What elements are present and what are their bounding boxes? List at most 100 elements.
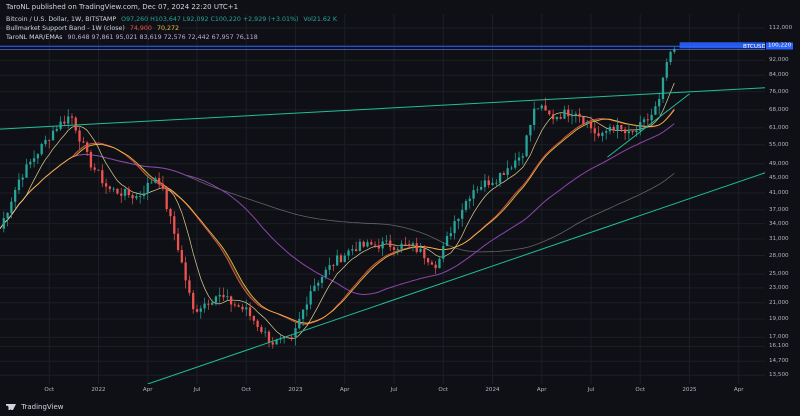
candle-body — [89, 151, 93, 168]
price-tick-label: 34,000 — [769, 220, 789, 227]
legend-indicator2-row[interactable]: TaroNL MAR/EMAs 90,648 97,861 95,021 83,… — [6, 34, 261, 42]
price-tick-label: 45,000 — [769, 174, 789, 181]
legend-symbol-row: Bitcoin / U.S. Dollar, 1W, BITSTAMP O97,… — [6, 16, 340, 24]
candle-body — [104, 183, 108, 187]
candle-body — [612, 126, 615, 131]
candle-body — [358, 241, 362, 251]
time-tick-label: Oct — [44, 387, 55, 393]
candle-body — [116, 188, 119, 194]
candle-body — [495, 182, 498, 184]
ema-fast-line — [0, 82, 675, 339]
candle-body — [658, 99, 661, 107]
tradingview-logo-icon — [6, 404, 16, 410]
publish-header: TaroNL published on TradingView.com, Dec… — [0, 0, 800, 14]
candle-body — [70, 116, 74, 118]
candle-body — [184, 262, 187, 281]
candle-body — [309, 291, 312, 305]
candle-body — [63, 121, 66, 124]
candle-body — [449, 233, 452, 237]
time-axis[interactable]: Oct 2022 Apr Jul Oct 2023 Apr Jul Oct 2024 Apr Jul O… — [0, 384, 765, 398]
candle-body — [146, 182, 149, 194]
price-tick-label: 16,100 — [769, 343, 789, 350]
price-tick-label: 31,000 — [769, 235, 789, 242]
candle-body — [525, 135, 528, 157]
candle-body — [354, 249, 358, 251]
ma-purple-line — [0, 123, 675, 296]
trendline-3 — [607, 93, 690, 158]
candle-body — [351, 249, 354, 251]
candle-body — [582, 116, 585, 124]
candle-body — [82, 141, 85, 143]
candle-body — [521, 156, 524, 158]
candle-body — [498, 173, 502, 183]
candle-body — [135, 196, 138, 199]
symbol-tag: BTCUSD — [743, 44, 765, 50]
candle-body — [294, 328, 297, 338]
candle-body — [453, 221, 456, 234]
ma-200-line — [0, 153, 675, 253]
candle-body — [214, 296, 218, 303]
candle-body — [10, 201, 13, 213]
candle-body — [139, 196, 142, 197]
symbol-tag-bg — [679, 42, 765, 49]
candle-body — [567, 109, 570, 117]
price-tick-label: 23,000 — [769, 284, 789, 291]
time-tick-label: Apr — [733, 387, 744, 393]
price-tick-label: 112,000 — [769, 25, 793, 32]
candle-body — [661, 77, 665, 100]
candle-body — [275, 339, 278, 345]
candle-body — [411, 243, 415, 245]
price-tick-label: 76,000 — [769, 88, 789, 95]
candle-body — [211, 302, 214, 305]
candle-body — [78, 130, 81, 142]
candle-body — [264, 331, 267, 333]
candle-body — [17, 179, 21, 190]
candle-body — [21, 177, 24, 180]
legend-indicator2-name: TaroNL MAR/EMAs — [6, 34, 63, 41]
time-tick-label: Apr — [536, 387, 547, 393]
candle-body — [290, 337, 293, 339]
candle-body — [271, 342, 274, 345]
candle-body — [578, 113, 581, 117]
candle-body — [112, 188, 115, 190]
price-axis[interactable]: 112,000100,00092,00084,00076,00068,00061… — [765, 14, 800, 384]
time-tick-label: Apr — [142, 387, 153, 393]
candle-body — [445, 236, 449, 247]
candle-body — [298, 318, 301, 329]
candle-body — [479, 187, 483, 190]
legend-indicator1-row[interactable]: Bullmarket Support Band - 1W (close) 74,… — [6, 25, 182, 33]
candle-body — [461, 209, 464, 219]
candle-body — [673, 49, 676, 52]
last-price-tag: 100,220 — [766, 42, 794, 50]
tradingview-brand: TradingView — [21, 403, 64, 411]
legend-indicator1-v2: 70,272 — [156, 25, 179, 32]
candle-body — [408, 244, 411, 246]
candle-body — [366, 242, 369, 247]
candle-body — [430, 262, 434, 265]
candle-body — [267, 331, 271, 343]
candle-body — [400, 243, 403, 249]
candle-body — [241, 306, 244, 310]
trendline-2 — [147, 170, 772, 385]
candle-body — [85, 142, 89, 152]
candle-body — [59, 121, 62, 130]
candle-body — [218, 294, 221, 297]
legend-indicator1-v1: 74,900 — [129, 25, 152, 32]
candle-body — [6, 212, 9, 219]
candle-body — [248, 307, 252, 316]
candle-body — [195, 309, 199, 312]
price-tick-label: 14,700 — [769, 358, 789, 365]
legend-symbol: Bitcoin / U.S. Dollar, 1W, BITSTAMP — [6, 16, 117, 23]
candle-body — [51, 130, 55, 141]
time-tick-label: Jul — [390, 387, 398, 393]
price-tick-label: 37,000 — [769, 206, 789, 213]
candle-body — [502, 173, 506, 175]
chart-plot-area[interactable]: BTCUSD — [0, 14, 772, 385]
candle-body — [540, 105, 543, 109]
candle-body — [514, 160, 517, 168]
price-tick-label: 21,000 — [769, 299, 789, 306]
candle-body — [260, 327, 263, 333]
time-tick-label: Oct — [438, 387, 449, 393]
candle-body — [639, 122, 642, 131]
footer: TradingView — [0, 398, 800, 416]
